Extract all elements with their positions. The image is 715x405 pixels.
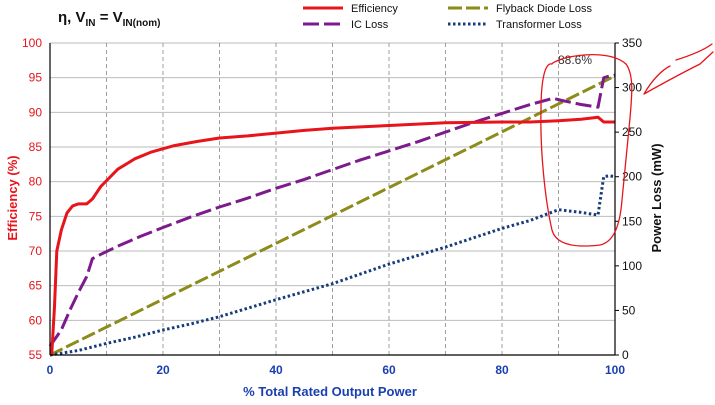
left-tick-label: 60 bbox=[29, 313, 43, 327]
left-tick-label: 75 bbox=[29, 209, 43, 223]
left-tick-label: 70 bbox=[29, 244, 43, 258]
ic-loss-line bbox=[48, 73, 616, 347]
right-tick-label: 350 bbox=[622, 36, 642, 50]
arrow-mark bbox=[643, 43, 714, 95]
legend-label: Transformer Loss bbox=[496, 19, 582, 31]
grid bbox=[50, 42, 615, 356]
transformer-loss-line bbox=[49, 174, 616, 357]
x-tick-label: 20 bbox=[156, 363, 170, 377]
left-tick-label: 90 bbox=[29, 105, 43, 119]
x-tick-label: 40 bbox=[269, 363, 283, 377]
legend: Efficiency IC Loss Flyback Diode Loss Trans… bbox=[303, 3, 592, 31]
chart-title: η, VIN = VIN(nom) bbox=[58, 9, 160, 29]
highlight-loop bbox=[540, 54, 633, 247]
right-tick-label: 0 bbox=[622, 348, 629, 362]
legend-label: Efficiency bbox=[351, 3, 398, 15]
left-tick-label: 85 bbox=[29, 140, 43, 154]
left-tick-label: 95 bbox=[29, 71, 43, 85]
right-tick-label: 250 bbox=[622, 125, 642, 139]
x-axis-title: % Total Rated Output Power bbox=[243, 384, 417, 399]
efficiency-line bbox=[50, 115, 615, 356]
left-tick-label: 65 bbox=[29, 279, 43, 293]
flyback-diode-loss-line bbox=[49, 74, 616, 357]
right-tick-label: 200 bbox=[622, 170, 642, 184]
right-tick-label: 50 bbox=[622, 303, 636, 317]
legend-label: Flyback Diode Loss bbox=[496, 3, 592, 15]
hand-drawn-markup bbox=[540, 43, 714, 247]
right-axis-title: Power Loss (mW) bbox=[649, 143, 664, 252]
right-tick-label: 150 bbox=[622, 214, 642, 228]
axes bbox=[49, 42, 619, 356]
x-tick-label: 0 bbox=[47, 363, 54, 377]
efficiency-annotation: 88.6% bbox=[558, 53, 592, 67]
x-tick-label: 100 bbox=[605, 363, 625, 377]
left-tick-label: 80 bbox=[29, 175, 43, 189]
x-tick-label: 80 bbox=[495, 363, 509, 377]
series-layer bbox=[48, 73, 616, 357]
x-tick-label: 60 bbox=[382, 363, 396, 377]
legend-label: IC Loss bbox=[351, 19, 389, 31]
left-axis-title: Efficiency (%) bbox=[5, 155, 20, 240]
left-tick-label: 100 bbox=[22, 36, 42, 50]
right-tick-label: 100 bbox=[622, 259, 642, 273]
left-tick-label: 55 bbox=[29, 348, 43, 362]
